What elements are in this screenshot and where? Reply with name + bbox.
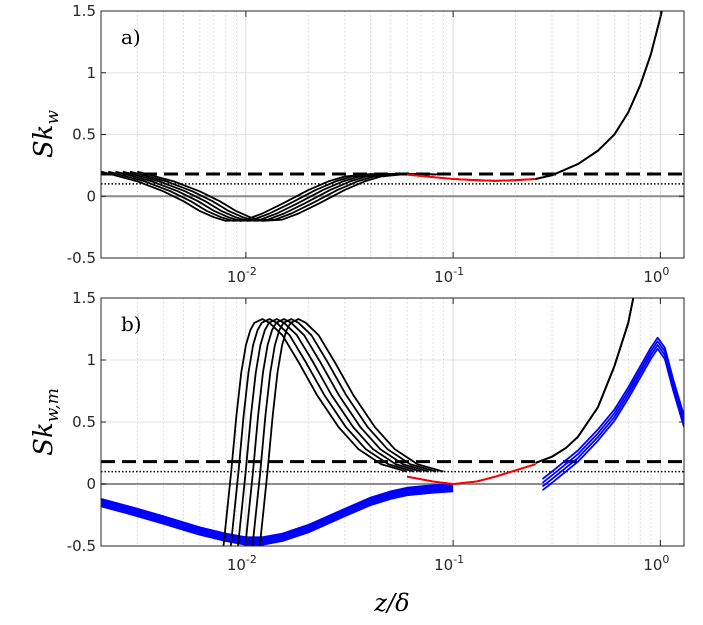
x-tick-base: 10: [227, 268, 246, 286]
y-tick-label: 1.5: [72, 289, 96, 307]
series-line: [101, 486, 454, 542]
x-tick-exponent: 0: [662, 265, 669, 278]
panel-a-ylabel: Skw: [29, 109, 63, 158]
series-line: [535, 298, 635, 464]
series-line: [406, 463, 536, 485]
y-tick-label: 0.5: [72, 126, 96, 144]
y-tick-label: 0: [86, 187, 96, 205]
x-tick-exponent: -1: [453, 553, 464, 566]
panel-a-reference-lines: [101, 172, 684, 198]
series-line: [541, 347, 684, 491]
x-tick-label: 10-1: [434, 265, 464, 286]
x-tick-base: 10: [643, 556, 662, 574]
y-tick-label: 1.5: [72, 2, 96, 20]
series-line: [101, 484, 454, 540]
series-line: [541, 340, 684, 484]
x-tick-exponent: -2: [246, 553, 257, 566]
panel-a-ticks: -0.500.511.510-2 10-1 100: [67, 2, 684, 286]
panel-a-label: a): [121, 25, 141, 49]
panel-b-ylabel: Skw,m: [29, 388, 63, 456]
y-tick-label: -0.5: [67, 537, 96, 555]
panel-b-label: b): [121, 312, 142, 336]
y-tick-label: 0: [86, 475, 96, 493]
series-line: [258, 318, 444, 546]
x-tick-label: 10-2: [227, 265, 257, 286]
series-line: [101, 490, 454, 546]
panel-b-ylabel-sub: w,m: [43, 388, 63, 422]
y-tick-label: 1: [86, 351, 96, 369]
panel-b-series: [101, 298, 684, 546]
x-tick-exponent: -1: [453, 265, 464, 278]
panel-a-ylabel-sub: w: [43, 109, 63, 124]
x-tick-label: 100: [643, 265, 669, 286]
y-tick-label: 0.5: [72, 413, 96, 431]
panel-b-ylabel-main: Sk: [29, 422, 59, 456]
panel-b-reference-lines: [101, 460, 684, 485]
panel-a-series: [101, 11, 663, 222]
x-tick-exponent: -2: [246, 265, 257, 278]
x-tick-base: 10: [434, 556, 453, 574]
panel-b: -0.500.511.510-2 10-1 100 b) Skw,m: [29, 289, 685, 574]
plot-area: [101, 298, 684, 546]
x-tick-label: 100: [643, 553, 669, 574]
series-line: [101, 487, 454, 543]
x-tick-base: 10: [227, 556, 246, 574]
series-line: [101, 483, 454, 539]
panel-b-ticks: -0.500.511.510-2 10-1 100: [67, 289, 684, 574]
y-tick-label: 1: [86, 64, 96, 82]
x-tick-exponent: 0: [662, 553, 669, 566]
series-line: [535, 11, 663, 180]
series-line: [541, 344, 684, 488]
x-tick-base: 10: [643, 268, 662, 286]
panel-a-ylabel-main: Sk: [29, 124, 59, 158]
series-line: [101, 489, 454, 545]
panel-a: -0.500.511.510-2 10-1 100 a) Skw: [29, 2, 685, 286]
x-tick-base: 10: [434, 268, 453, 286]
series-line: [137, 170, 444, 222]
plot-area: [101, 11, 663, 222]
series-line: [407, 173, 536, 182]
x-axis-label: z/δ: [373, 589, 409, 617]
x-tick-label: 10-2: [227, 553, 257, 574]
series-line: [541, 336, 684, 480]
y-tick-label: -0.5: [67, 249, 96, 267]
x-tick-label: 10-1: [434, 553, 464, 574]
